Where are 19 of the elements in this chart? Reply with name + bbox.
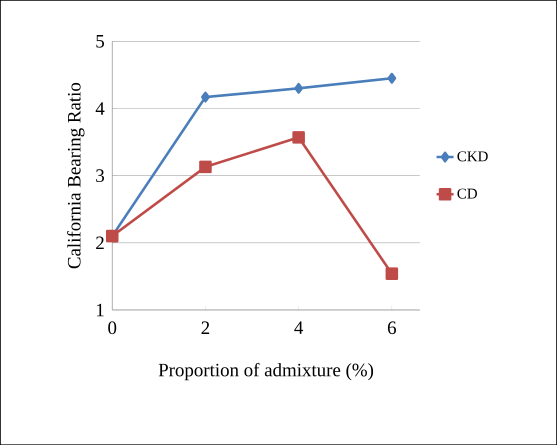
x-axis-title: Proportion of admixture (%) (158, 362, 374, 380)
legend-label: CKD (457, 151, 488, 162)
x-tick-label: 6 (388, 321, 396, 334)
y-axis-title: California Bearing Ratio (67, 82, 84, 268)
x-tick-label: 0 (108, 321, 116, 334)
point (387, 72, 396, 84)
point (201, 92, 210, 102)
point (199, 160, 212, 174)
point (292, 131, 305, 144)
x-tick-label: 2 (202, 321, 210, 334)
point (294, 82, 304, 94)
y-tick-label: 1 (96, 304, 104, 316)
y-tick-label: 4 (96, 102, 104, 115)
x-tick-label: 4 (294, 321, 304, 334)
point (386, 267, 398, 280)
y-tick-label: 2 (96, 236, 104, 249)
y-tick-label: 5 (96, 34, 104, 48)
legend-label: CD (457, 188, 477, 199)
y-tick-label: 3 (96, 169, 104, 182)
